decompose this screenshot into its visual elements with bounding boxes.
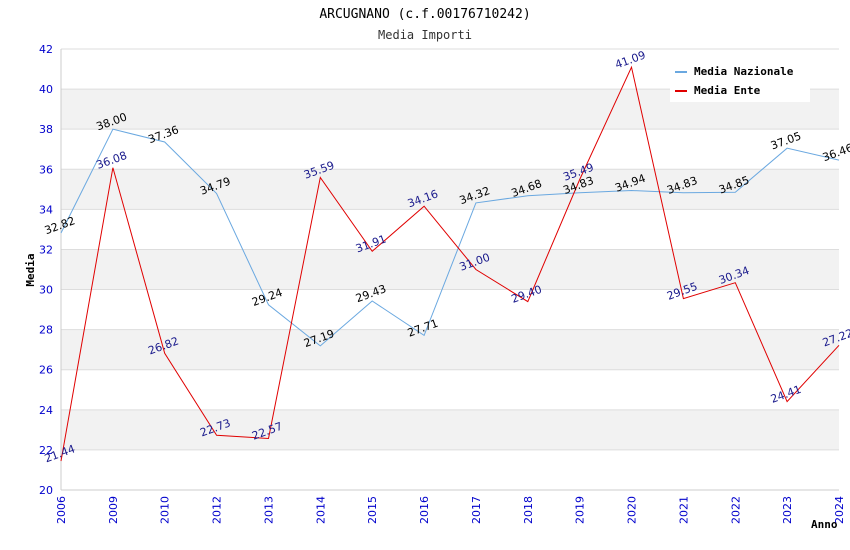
data-label: 32.82 — [43, 214, 77, 237]
x-tick-label: 2012 — [211, 496, 224, 524]
data-label: 36.46 — [821, 141, 850, 164]
plot-bands — [61, 89, 839, 450]
y-tick-label: 26 — [39, 364, 53, 377]
x-axis-label: Anno — [811, 518, 838, 531]
y-tick-label: 40 — [39, 83, 53, 96]
x-tick-label: 2016 — [418, 496, 431, 524]
x-tick-label: 2022 — [729, 496, 742, 524]
x-tick-label: 2020 — [626, 496, 639, 524]
y-tick-label: 22 — [39, 444, 53, 457]
x-tick-label: 2021 — [677, 496, 690, 524]
x-tick-label: 2017 — [470, 496, 483, 524]
x-tick-label: 2023 — [781, 496, 794, 524]
y-tick-label: 32 — [39, 243, 53, 256]
series-line-media-nazionale — [60, 128, 840, 347]
legend-box — [670, 60, 810, 102]
axes — [60, 49, 839, 491]
y-axis-label: Media — [24, 253, 37, 286]
x-tick-label: 2013 — [262, 496, 275, 524]
x-tick-label: 2015 — [366, 496, 379, 524]
y-tick-labels: 20 22 24 26 28 30 32 34 36 38 40 42 — [39, 43, 53, 497]
plot-band — [61, 409, 839, 450]
series-line-media-ente — [60, 65, 840, 462]
data-label: 24.41 — [769, 383, 803, 406]
chart-subtitle: Media Importi — [378, 28, 472, 42]
data-label: 41.09 — [613, 48, 647, 71]
legend: Media Nazionale Media Ente — [670, 60, 810, 102]
y-tick-label: 20 — [39, 484, 53, 497]
y-tick-label: 38 — [39, 123, 53, 136]
x-tick-label: 2018 — [522, 496, 535, 524]
plot-band — [61, 329, 839, 370]
y-tick-label: 34 — [39, 203, 53, 216]
y-tick-label: 42 — [39, 43, 53, 56]
data-label: 36.08 — [95, 149, 129, 172]
x-tick-labels: 2006 2009 2010 2012 2013 2014 2015 2016 2017 2018… — [55, 496, 846, 524]
x-tick-label: 2010 — [159, 496, 172, 524]
x-tick-label: 2024 — [833, 496, 846, 524]
x-tick-label: 2006 — [55, 496, 68, 524]
y-tick-label: 24 — [39, 404, 53, 417]
legend-label-media-nazionale: Media Nazionale — [694, 65, 794, 78]
y-tick-label: 30 — [39, 284, 53, 297]
x-tick-label: 2014 — [314, 496, 327, 524]
legend-label-media-ente: Media Ente — [694, 84, 761, 97]
x-tick-label: 2019 — [574, 496, 587, 524]
series-lines — [60, 65, 840, 462]
y-tick-label: 36 — [39, 163, 53, 176]
x-tick-label: 2009 — [107, 496, 120, 524]
gridlines — [61, 48, 839, 491]
chart-title: ARCUGNANO (c.f.00176710242) — [319, 7, 530, 22]
plot-band — [61, 169, 839, 210]
y-tick-label: 28 — [39, 324, 53, 337]
